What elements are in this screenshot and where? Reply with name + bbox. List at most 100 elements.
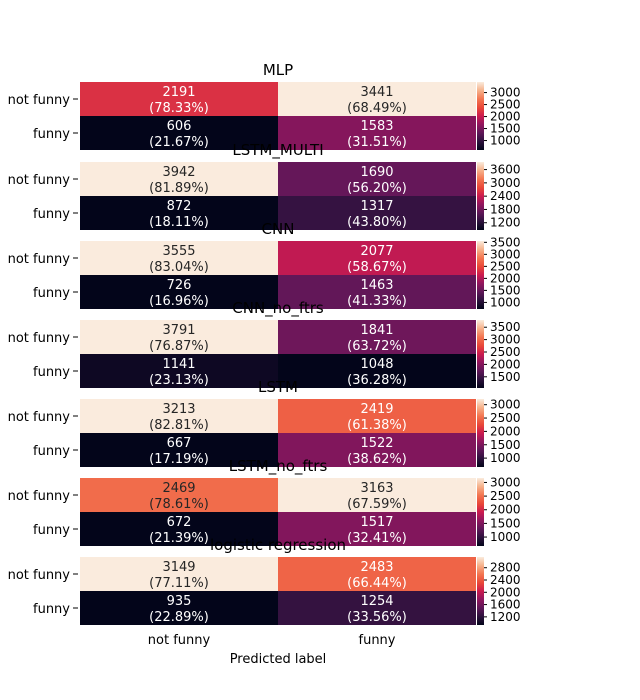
colorbar-tick-label: 2500 <box>490 411 521 425</box>
cell-percent-label: (78.61%) <box>149 497 209 512</box>
x-tick-label: not funny <box>148 633 211 648</box>
panel-title: logistic regression <box>210 536 346 554</box>
y-tick-label: not funny <box>8 489 71 504</box>
colorbar-tick-label: 1000 <box>490 295 521 309</box>
heatmap-cell <box>278 196 476 230</box>
heatmap-cell <box>278 82 476 116</box>
panel-title: CNN_no_ftrs <box>232 299 324 318</box>
panel-title: LSTM <box>258 378 298 396</box>
cell-count-label: 935 <box>167 594 192 609</box>
heatmap-cell <box>80 82 278 116</box>
heatmap-cell <box>80 196 278 230</box>
colorbar <box>477 162 484 230</box>
cell-count-label: 3555 <box>162 244 195 259</box>
colorbar-tick-label: 2000 <box>490 271 521 285</box>
cell-percent-label: (67.59%) <box>347 497 407 512</box>
heatmap-cell <box>80 591 278 625</box>
panel-title: LSTM_MULTI <box>232 141 323 160</box>
cell-count-label: 672 <box>167 515 192 530</box>
colorbar-tick-label: 2500 <box>490 345 521 359</box>
y-tick-label: not funny <box>8 173 71 188</box>
heatmap-panel: 2191(78.33%) 3441(68.49%) 606(21.67%) 1583(… <box>8 61 521 150</box>
cell-percent-label: (61.38%) <box>347 418 407 433</box>
cell-count-label: 1463 <box>360 278 393 293</box>
colorbar-tick-label: 1500 <box>490 122 521 136</box>
cell-count-label: 667 <box>167 436 192 451</box>
colorbar <box>477 478 484 546</box>
heatmap-cell <box>80 241 278 275</box>
cell-percent-label: (81.89%) <box>149 181 209 196</box>
colorbar-tick-label: 3600 <box>490 163 521 177</box>
cell-count-label: 726 <box>167 278 192 293</box>
cell-percent-label: (56.20%) <box>347 181 407 196</box>
heatmap-cell <box>80 116 278 150</box>
cell-count-label: 1048 <box>360 357 393 372</box>
heatmap-cell <box>80 275 278 309</box>
colorbar-tick-label: 1800 <box>490 202 521 216</box>
y-tick-label: funny <box>33 444 70 459</box>
heatmap-panel: 2469(78.61%) 3163(67.59%) 672(21.39%) 1517(… <box>8 457 521 546</box>
y-tick-label: funny <box>33 602 70 617</box>
colorbar-tick-label: 1000 <box>490 530 521 544</box>
cell-percent-label: (36.28%) <box>347 373 407 388</box>
colorbar-tick-label: 1200 <box>490 216 521 230</box>
cell-count-label: 1141 <box>162 357 195 372</box>
cell-count-label: 1522 <box>360 436 393 451</box>
colorbar-tick-label: 1500 <box>490 438 521 452</box>
y-tick-label: funny <box>33 207 70 222</box>
cell-percent-label: (23.13%) <box>149 373 209 388</box>
cell-percent-label: (58.67%) <box>347 260 407 275</box>
heatmap-panel: 3942(81.89%) 1690(56.20%) 872(18.11%) 1317(… <box>8 141 521 230</box>
heatmap-cell <box>80 478 278 512</box>
colorbar-tick-label: 3000 <box>490 475 521 489</box>
cell-count-label: 3163 <box>360 481 393 496</box>
cell-count-label: 1317 <box>360 199 393 214</box>
cell-count-label: 1254 <box>360 594 393 609</box>
colorbar-tick-label: 2500 <box>490 259 521 273</box>
cell-percent-label: (76.87%) <box>149 339 209 354</box>
panel-title: CNN <box>262 220 295 238</box>
cell-percent-label: (82.81%) <box>149 418 209 433</box>
cell-percent-label: (63.72%) <box>347 339 407 354</box>
heatmap-cell <box>278 591 476 625</box>
colorbar-tick-label: 1000 <box>490 451 521 465</box>
cell-count-label: 2419 <box>360 402 393 417</box>
heatmap-cell <box>80 162 278 196</box>
colorbar-tick-label: 3000 <box>490 333 521 347</box>
colorbar-tick-label: 3000 <box>490 398 521 412</box>
colorbar-tick-label: 1000 <box>490 134 521 148</box>
cell-percent-label: (77.11%) <box>149 576 209 591</box>
heatmap-cell <box>278 241 476 275</box>
colorbar <box>477 399 484 467</box>
cell-percent-label: (38.62%) <box>347 452 407 467</box>
panel-title: MLP <box>263 61 293 79</box>
colorbar <box>477 320 484 388</box>
heatmap-cell <box>278 320 476 354</box>
colorbar-tick-label: 2000 <box>490 424 521 438</box>
heatmap-cell <box>278 557 476 591</box>
colorbar-tick-label: 2400 <box>490 573 521 587</box>
cell-count-label: 2469 <box>162 481 195 496</box>
heatmap-panel: 3555(83.04%) 2077(58.67%) 726(16.96%) 1463(… <box>8 220 521 309</box>
cell-count-label: 1583 <box>360 119 393 134</box>
colorbar-tick-label: 1500 <box>490 370 521 384</box>
cell-percent-label: (16.96%) <box>149 294 209 309</box>
colorbar-tick-label: 2800 <box>490 561 521 575</box>
colorbar-tick-label: 1600 <box>490 598 521 612</box>
colorbar-tick-label: 3000 <box>490 247 521 261</box>
heatmap-cell <box>278 433 476 467</box>
colorbar <box>477 557 484 625</box>
y-tick-label: not funny <box>8 252 71 267</box>
cell-count-label: 3149 <box>162 560 195 575</box>
cell-percent-label: (31.51%) <box>347 135 407 150</box>
y-tick-label: not funny <box>8 568 71 583</box>
cell-count-label: 3791 <box>162 323 195 338</box>
heatmap-cell <box>278 354 476 388</box>
cell-count-label: 2483 <box>360 560 393 575</box>
heatmap-panels: 2191(78.33%)3441(68.49%)606(21.67%)1583(… <box>8 61 521 625</box>
colorbar <box>477 241 484 309</box>
colorbar-tick-label: 3500 <box>490 320 521 334</box>
cell-percent-label: (21.39%) <box>149 531 209 546</box>
cell-count-label: 1517 <box>360 515 393 530</box>
